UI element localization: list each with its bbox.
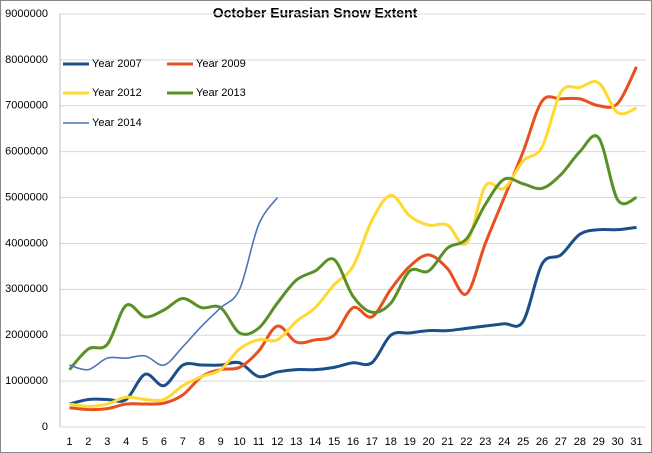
x-tick-label: 7: [180, 436, 186, 448]
series-line: [69, 197, 279, 371]
y-tick-label: 0: [42, 421, 48, 433]
x-tick-label: 2: [85, 436, 91, 448]
x-tick-label: 20: [422, 436, 434, 448]
legend-label: Year 2014: [92, 117, 142, 129]
legend-label: Year 2012: [92, 87, 142, 99]
x-tick-label: 26: [536, 436, 548, 448]
y-tick-label: 4000000: [5, 237, 48, 249]
chart-title: October Eurasian Snow Extent: [213, 5, 418, 21]
series-line: [69, 225, 637, 406]
x-tick-label: 30: [612, 436, 624, 448]
x-tick-label: 23: [479, 436, 491, 448]
legend-label: Year 2007: [92, 58, 142, 70]
x-tick-label: 1: [66, 436, 72, 448]
y-tick-label: 9000000: [5, 8, 48, 20]
series-line: [69, 66, 638, 412]
x-tick-label: 12: [271, 436, 283, 448]
x-tick-label: 8: [199, 436, 205, 448]
x-tick-label: 14: [309, 436, 321, 448]
legend-label: Year 2009: [196, 58, 246, 70]
x-tick-label: 17: [366, 436, 378, 448]
y-tick-label: 1000000: [5, 375, 48, 387]
y-tick-label: 8000000: [5, 54, 48, 66]
x-tick-label: 19: [404, 436, 416, 448]
x-tick-label: 18: [385, 436, 397, 448]
x-tick-label: 6: [161, 436, 167, 448]
x-tick-label: 3: [104, 436, 110, 448]
series-line: [69, 80, 638, 408]
x-tick-label: 24: [498, 436, 510, 448]
x-tick-label: 11: [253, 436, 264, 448]
x-tick-label: 21: [441, 436, 453, 448]
x-tick-label: 4: [123, 436, 129, 448]
y-tick-label: 6000000: [5, 146, 48, 158]
y-tick-label: 7000000: [5, 100, 48, 112]
x-tick-label: 29: [593, 436, 605, 448]
y-tick-label: 5000000: [5, 191, 48, 203]
x-tick-label: 28: [574, 436, 586, 448]
y-tick-label: 2000000: [5, 329, 48, 341]
series-line: [68, 134, 638, 371]
x-tick-label: 10: [233, 436, 245, 448]
legend-label: Year 2013: [196, 87, 246, 99]
x-tick-label: 27: [555, 436, 567, 448]
x-tick-label: 25: [517, 436, 529, 448]
y-tick-label: 3000000: [5, 283, 48, 295]
x-tick-label: 16: [347, 436, 359, 448]
x-tick-label: 9: [218, 436, 224, 448]
x-tick-label: 31: [630, 436, 642, 448]
x-tick-label: 5: [142, 436, 148, 448]
x-tick-label: 15: [328, 436, 340, 448]
x-tick-label: 13: [290, 436, 302, 448]
x-tick-label: 22: [460, 436, 472, 448]
